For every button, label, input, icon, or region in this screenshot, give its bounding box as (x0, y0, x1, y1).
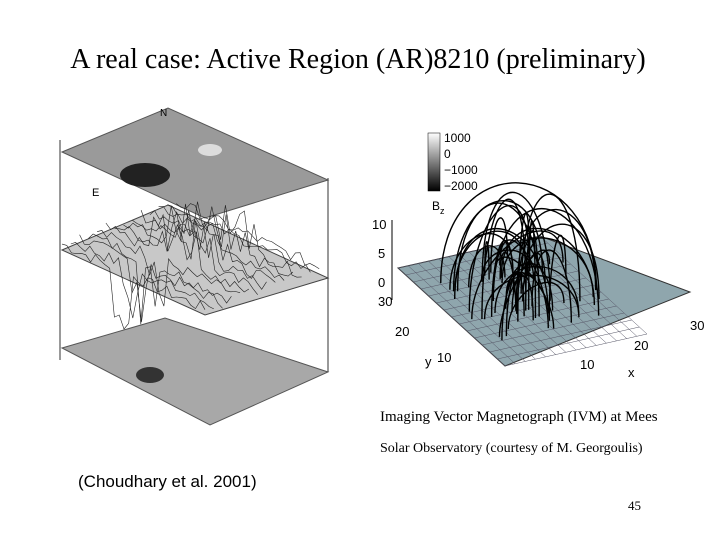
right-figure: 1000 0 −1000 −2000 Bz 10 5 0 30 20 10 y … (372, 131, 704, 380)
field-line (527, 220, 537, 319)
mesh-line (70, 242, 214, 319)
grid-line (504, 333, 648, 367)
grid-line (482, 312, 625, 346)
field-line (471, 230, 564, 320)
x-tick-label: 30 (690, 318, 704, 333)
axis-title: x (628, 365, 635, 380)
mesh-line (167, 204, 311, 273)
field-line (548, 234, 567, 316)
field-line (490, 217, 509, 273)
z-tick-label: 0 (378, 275, 385, 290)
grid-line (489, 247, 597, 346)
colorbar-label: 0 (444, 147, 451, 161)
grid-line (466, 298, 609, 332)
mesh-line (158, 205, 302, 278)
compass-label: N (160, 108, 167, 119)
field-line (507, 281, 565, 330)
mesh-spikes (61, 201, 320, 330)
colorbar-title-main: B (432, 199, 440, 213)
field-line (516, 208, 597, 291)
colorbar-title: Bz (432, 199, 445, 216)
field-line (494, 256, 555, 329)
grid-line (459, 291, 602, 325)
y-tick-label: 30 (378, 294, 392, 309)
mesh-line (114, 211, 258, 295)
spot (120, 163, 170, 187)
field-line (517, 213, 531, 322)
field-line (505, 272, 551, 321)
axis-title: y (425, 354, 432, 369)
z-tick-label: 10 (372, 217, 386, 232)
grid-line (539, 235, 648, 335)
compass-label: E (92, 187, 99, 199)
mesh-surface (60, 204, 330, 316)
left-figure: N E (59, 107, 330, 426)
page-number: 45 (628, 498, 641, 513)
mesh-line (105, 213, 250, 293)
mesh-line (149, 201, 294, 277)
field-line (481, 191, 551, 301)
field-line (525, 230, 540, 317)
colorbar (427, 132, 441, 192)
colorbar-label: 1000 (444, 131, 471, 145)
x-tick-label: 20 (634, 338, 648, 353)
colorbar-label: −1000 (444, 163, 478, 177)
mesh-line (79, 234, 223, 322)
grid-line (497, 326, 640, 360)
mesh-line (88, 233, 232, 325)
bottom-plane (60, 317, 330, 426)
top-plane (60, 107, 330, 219)
field-line (516, 223, 600, 314)
grid-line (489, 319, 632, 353)
y-tick-label: 10 (437, 350, 451, 365)
spot (136, 367, 164, 383)
colorbar-label: −2000 (444, 179, 478, 193)
mesh-line (97, 230, 241, 307)
field-line (499, 239, 549, 329)
spot (198, 144, 222, 156)
z-tick-label: 5 (378, 246, 385, 261)
grid-line (474, 305, 617, 339)
field-line (531, 249, 573, 323)
mesh-line (61, 243, 206, 330)
field-line (494, 266, 580, 314)
mesh-line (123, 203, 267, 290)
citation: (Choudhary et al. 2001) (78, 472, 257, 491)
field-line (522, 252, 546, 302)
x-tick-label: 10 (580, 357, 594, 372)
caption-line: Imaging Vector Magnetograph (IVM) at Mee… (380, 409, 658, 425)
colorbar-title-sub: z (440, 206, 445, 216)
field-line (492, 208, 600, 316)
y-tick-label: 20 (395, 324, 409, 339)
caption-line: Solar Observatory (courtesy of M. Georgo… (380, 441, 643, 456)
field-line (452, 200, 544, 292)
slide-title: A real case: Active Region (AR)8210 (pre… (70, 44, 645, 75)
mesh-line (176, 203, 320, 269)
field-lines (440, 182, 600, 341)
